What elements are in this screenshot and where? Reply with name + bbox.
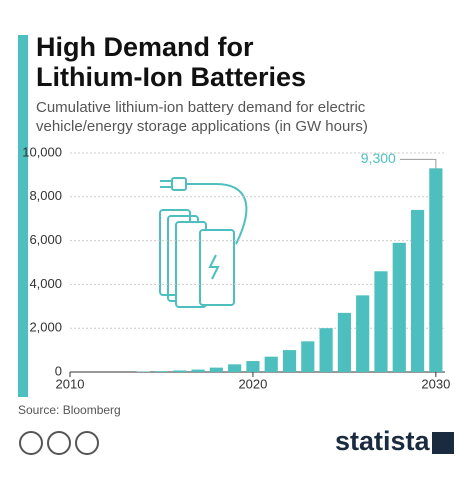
x-tick-label: 2010	[56, 376, 85, 391]
bar	[209, 367, 223, 372]
chart-subtitle: Cumulative lithium-ion battery demand fo…	[36, 99, 366, 116]
accent-bar	[18, 35, 28, 397]
bar	[301, 341, 315, 372]
y-tick-label: 8,000	[29, 188, 62, 203]
bar	[228, 364, 242, 372]
license-icons	[19, 431, 99, 455]
bar	[191, 369, 205, 372]
brand: statista	[335, 426, 431, 456]
x-tick-label: 2030	[421, 376, 450, 391]
bar	[356, 295, 370, 372]
bar	[337, 312, 351, 372]
bar	[374, 271, 388, 372]
value-label: 9,300	[361, 150, 396, 166]
bar	[154, 371, 169, 372]
bar	[429, 168, 443, 372]
brand-logo	[432, 432, 454, 454]
x-tick-label: 2020	[238, 376, 267, 391]
bar	[173, 370, 187, 372]
bar	[392, 242, 406, 372]
source: Source: Bloomberg	[18, 403, 121, 417]
battery-icon	[159, 177, 248, 308]
chart-title: Lithium-Ion Batteries	[36, 62, 306, 92]
label-leader	[399, 158, 437, 169]
chart-title: High Demand for	[36, 32, 254, 62]
chart-subtitle: vehicle/energy storage applications (in …	[36, 118, 368, 135]
bar	[410, 209, 425, 372]
bar	[264, 356, 278, 372]
y-tick-label: 4,000	[29, 276, 62, 291]
y-tick-label: 10,000	[22, 144, 62, 159]
bar	[246, 361, 260, 372]
bar	[319, 328, 333, 372]
y-tick-label: 6,000	[29, 232, 62, 247]
y-tick-label: 2,000	[29, 320, 62, 335]
y-tick-label: 0	[55, 363, 62, 378]
bar	[282, 350, 297, 372]
